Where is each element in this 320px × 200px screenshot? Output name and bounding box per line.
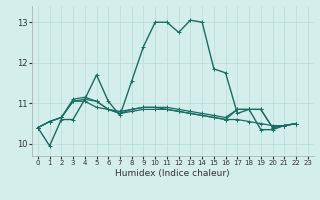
X-axis label: Humidex (Indice chaleur): Humidex (Indice chaleur)	[116, 169, 230, 178]
